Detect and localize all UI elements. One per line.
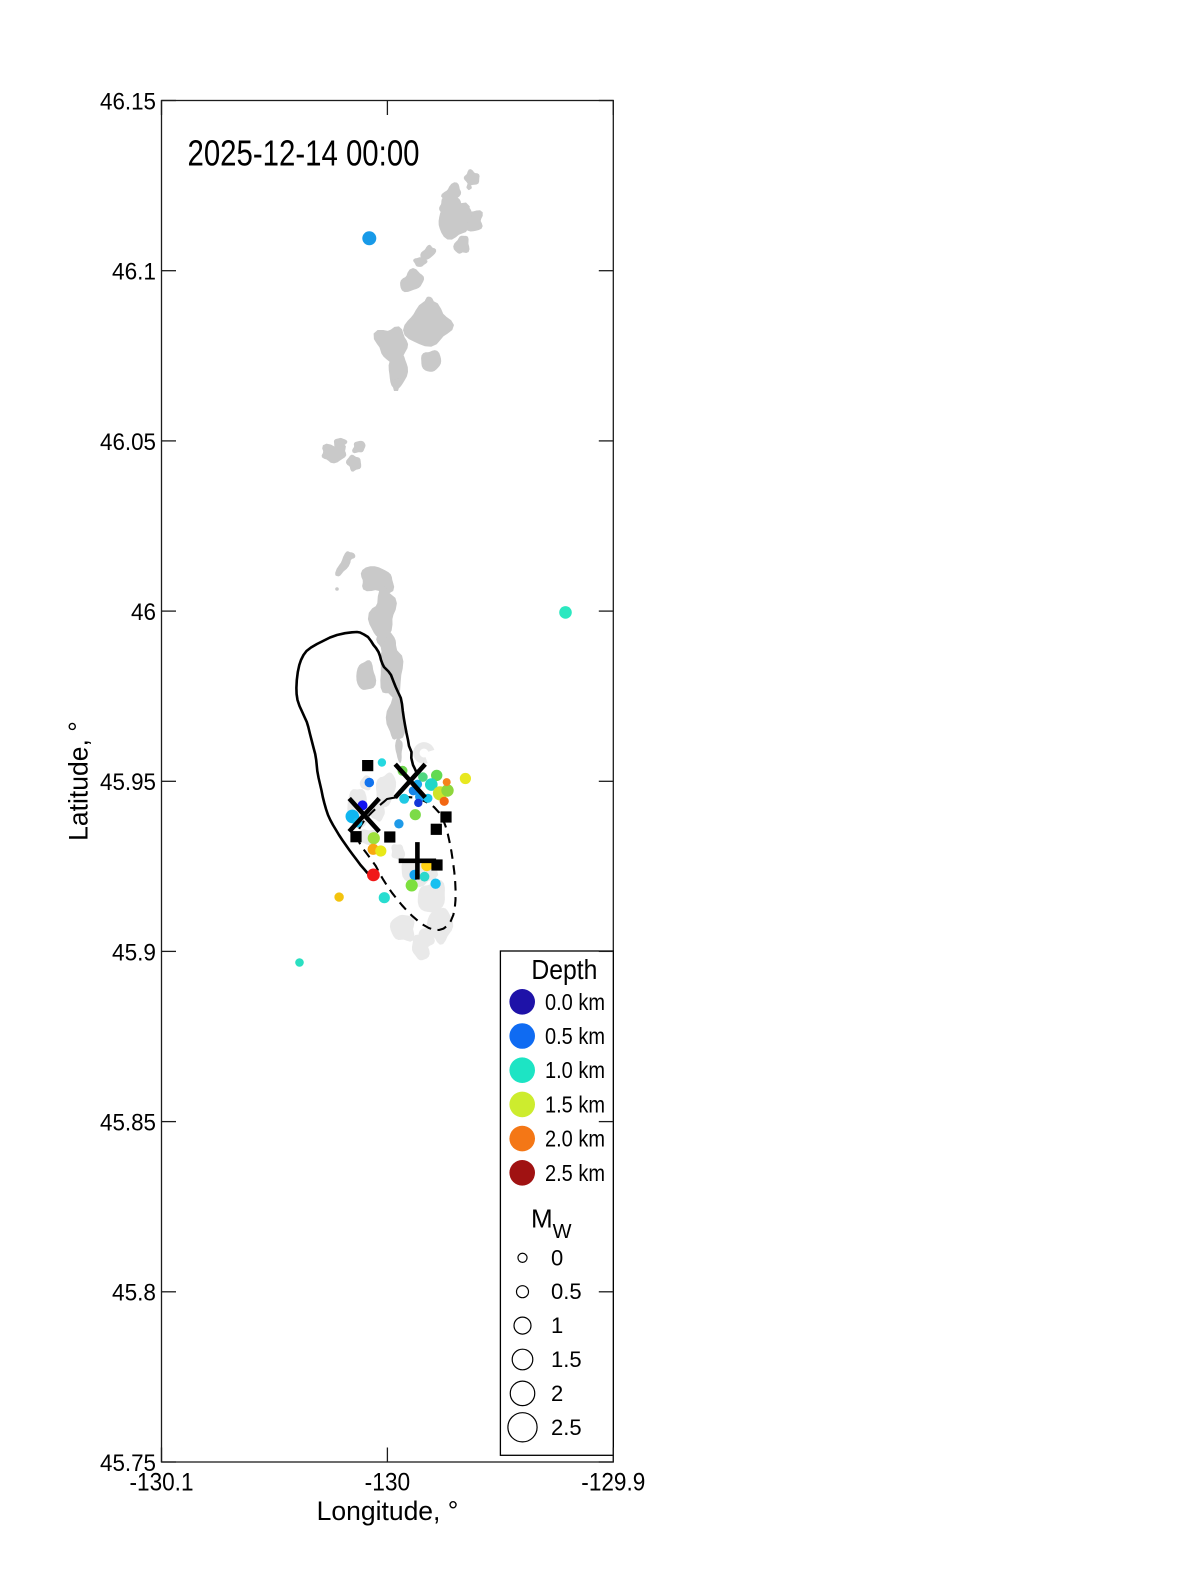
svg-text:0: 0 xyxy=(551,1245,563,1270)
svg-text:46.05: 46.05 xyxy=(100,429,156,456)
svg-text:45.85: 45.85 xyxy=(100,1110,156,1137)
svg-text:2.5 km: 2.5 km xyxy=(545,1160,605,1186)
svg-text:45.95: 45.95 xyxy=(100,769,156,796)
svg-text:0.5: 0.5 xyxy=(551,1279,582,1304)
svg-text:45.75: 45.75 xyxy=(100,1450,156,1477)
svg-text:0.5 km: 0.5 km xyxy=(545,1023,605,1049)
svg-text:46.1: 46.1 xyxy=(112,259,156,286)
svg-text:2.0 km: 2.0 km xyxy=(545,1126,605,1152)
svg-text:-130.1: -130.1 xyxy=(130,1469,194,1497)
svg-text:45.8: 45.8 xyxy=(112,1280,156,1307)
svg-text:Latitude, °: Latitude, ° xyxy=(64,721,94,841)
svg-text:0.0 km: 0.0 km xyxy=(545,989,605,1015)
svg-text:2: 2 xyxy=(551,1381,563,1406)
svg-text:46: 46 xyxy=(131,599,156,626)
svg-text:-129.9: -129.9 xyxy=(581,1469,645,1497)
svg-text:1: 1 xyxy=(551,1313,563,1338)
svg-text:45.9: 45.9 xyxy=(112,939,156,966)
svg-text:2025-12-14 00:00: 2025-12-14 00:00 xyxy=(188,133,420,174)
svg-text:1.0 km: 1.0 km xyxy=(545,1057,605,1083)
svg-text:2.5: 2.5 xyxy=(551,1415,582,1440)
svg-text:Depth: Depth xyxy=(531,954,597,985)
svg-text:46.15: 46.15 xyxy=(100,88,156,115)
svg-text:1.5 km: 1.5 km xyxy=(545,1091,605,1117)
svg-text:-130: -130 xyxy=(365,1469,411,1497)
svg-text:1.5: 1.5 xyxy=(551,1347,582,1372)
svg-text:Longitude, °: Longitude, ° xyxy=(317,1496,459,1526)
